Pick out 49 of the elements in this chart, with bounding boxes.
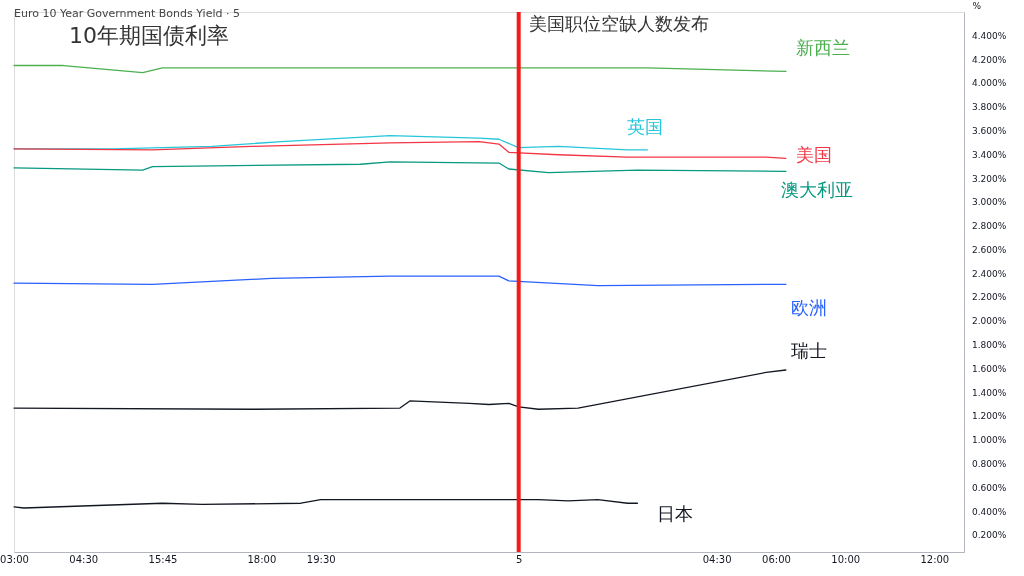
- y-tick-label: 1.200%: [972, 411, 1007, 422]
- series-label: 欧洲: [790, 297, 827, 319]
- x-tick-label: 18:00: [247, 553, 277, 565]
- y-tick-label: 3.200%: [972, 173, 1007, 184]
- y-tick-label: 0.200%: [972, 530, 1007, 541]
- line-series: [13, 275, 787, 287]
- ref-line-label: 美国职位空缺人数发布: [528, 13, 709, 34]
- line-series: [13, 141, 787, 159]
- y-tick-label: 1.000%: [972, 435, 1007, 446]
- y-tick-label: 0.400%: [972, 506, 1007, 517]
- y-tick-label: 3.000%: [972, 197, 1007, 208]
- y-tick-label: 0.600%: [972, 482, 1007, 493]
- y-tick-label: 4.000%: [972, 78, 1007, 89]
- series-label: 新西兰: [795, 37, 850, 59]
- series-label: 澳大利亚: [780, 179, 853, 201]
- y-tick-label: 1.600%: [972, 363, 1007, 374]
- x-tick-label: 19:30: [306, 553, 336, 565]
- series-label: 英国: [627, 115, 664, 137]
- y-tick-label: 1.800%: [972, 340, 1007, 351]
- y-tick-label: 2.800%: [972, 221, 1007, 232]
- chart-subtitle: Euro 10 Year Government Bonds Yield · 5: [14, 7, 240, 20]
- x-tick-label: 06:00: [762, 553, 791, 565]
- x-tick-label: 04:30: [69, 553, 99, 565]
- y-tick-label: 2.600%: [972, 244, 1007, 255]
- text: 10年期国债利率: [69, 23, 229, 48]
- series-label: 日本: [657, 503, 694, 525]
- x-tick-label: 03:00: [0, 553, 29, 565]
- y-tick-label: 2.200%: [972, 292, 1007, 303]
- x-tick-label: 04:30: [702, 553, 732, 565]
- x-tick-label: 5: [516, 553, 523, 565]
- y-tick-label: 2.400%: [972, 268, 1007, 279]
- y-axis-title: %: [972, 0, 982, 11]
- series-label: 美国: [795, 144, 832, 166]
- y-tick-label: 3.400%: [972, 149, 1007, 160]
- line-series: [13, 369, 787, 410]
- y-tick-label: 4.400%: [972, 30, 1007, 41]
- line-series: [13, 161, 787, 174]
- line-series: [13, 64, 787, 74]
- x-tick-label: 15:45: [148, 553, 178, 565]
- y-tick-label: 3.600%: [972, 125, 1007, 136]
- y-tick-label: 2.000%: [972, 316, 1007, 327]
- y-tick-label: 1.400%: [972, 387, 1007, 398]
- x-tick-label: 12:00: [920, 553, 950, 565]
- y-tick-label: 4.200%: [972, 54, 1007, 65]
- y-tick-label: 0.800%: [972, 458, 1007, 469]
- x-tick-label: 10:00: [831, 553, 861, 565]
- y-tick-label: 3.800%: [972, 102, 1007, 113]
- line-series: [13, 499, 639, 509]
- series-label: 瑞士: [790, 340, 827, 362]
